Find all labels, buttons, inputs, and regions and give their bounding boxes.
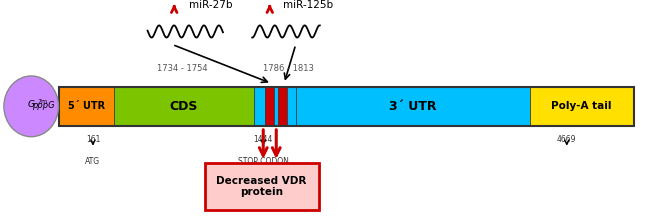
Text: G: G (28, 100, 34, 109)
Bar (530, 87, 634, 126)
Text: 1444: 1444 (254, 135, 273, 143)
Text: STOP CODON: STOP CODON (238, 157, 289, 166)
Bar (278, 87, 287, 126)
Text: miR-27b: miR-27b (188, 0, 232, 10)
Bar (265, 87, 274, 126)
Text: 161: 161 (86, 135, 100, 143)
Text: 3´ UTR: 3´ UTR (389, 100, 437, 113)
Text: 5´ UTR: 5´ UTR (68, 101, 105, 111)
Bar (254, 87, 265, 126)
Text: 4669: 4669 (557, 135, 577, 143)
Bar (274, 87, 278, 126)
Text: ATG: ATG (85, 157, 101, 166)
Text: pppG: pppG (32, 101, 55, 110)
Bar (287, 87, 296, 126)
FancyBboxPatch shape (205, 163, 318, 210)
Bar (114, 87, 254, 126)
Ellipse shape (4, 76, 58, 137)
Text: Decreased VDR
protein: Decreased VDR protein (216, 176, 307, 197)
Text: 7m: 7m (37, 99, 47, 105)
Text: CDS: CDS (170, 100, 198, 113)
Bar (296, 87, 530, 126)
Bar (58, 87, 114, 126)
Text: Poly-A tail: Poly-A tail (551, 101, 612, 111)
Bar (58, 87, 634, 126)
Text: 1734 - 1754: 1734 - 1754 (157, 64, 207, 73)
Text: 1786 - 1813: 1786 - 1813 (263, 64, 313, 73)
Text: miR-125b: miR-125b (283, 0, 333, 10)
